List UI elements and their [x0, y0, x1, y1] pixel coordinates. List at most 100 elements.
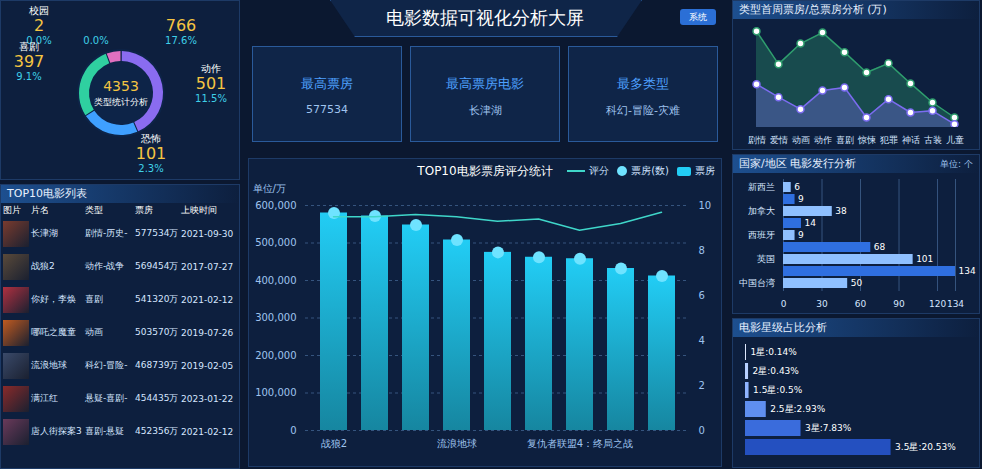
html-text:恐怖: 恐怖: [141, 133, 161, 144]
html-text:468739万 2019-02-05: 468739万 2019-02-05: [135, 360, 234, 371]
svg-text:战狼2: 战狼2: [321, 438, 347, 449]
html-text:上映时间: 上映时间: [181, 204, 217, 215]
svg-text:400,000: 400,000: [255, 275, 296, 286]
html-text:国家/地区 电影发行分析: 国家/地区 电影发行分析: [739, 157, 857, 170]
svg-text:134: 134: [959, 266, 976, 276]
html-text:101: 101: [135, 144, 167, 163]
svg-text:200,000: 200,000: [255, 350, 296, 361]
svg-text:2星:0.43%: 2星:0.43%: [753, 366, 800, 376]
svg-text:古装: 古装: [924, 135, 942, 145]
svg-text:300,000: 300,000: [255, 312, 296, 323]
html-text:501: 501: [195, 74, 227, 93]
html-text:TOP10电影列表: TOP10电影列表: [7, 187, 87, 200]
html-text:长津湖: 长津湖: [31, 228, 58, 238]
svg-text:1.5星:0.5%: 1.5星:0.5%: [753, 385, 803, 395]
svg-text:8: 8: [699, 245, 705, 256]
svg-text:6: 6: [699, 290, 705, 301]
svg-text:犯罪: 犯罪: [880, 135, 898, 145]
html-text:397: 397: [13, 52, 45, 71]
html-text:科幻-冒险-灾难: 科幻-冒险-灾难: [606, 104, 680, 117]
html-text:577534: 577534: [306, 103, 348, 116]
html-text:0.0%: 0.0%: [26, 35, 52, 46]
svg-text:120: 120: [929, 299, 946, 309]
html-text:541320万 2021-02-12: 541320万 2021-02-12: [135, 294, 234, 305]
svg-text:类型统计分析: 类型统计分析: [94, 97, 148, 107]
html-text:票房: 票房: [135, 204, 153, 215]
html-text:最高票房: 最高票房: [301, 76, 353, 91]
svg-text:50: 50: [851, 278, 863, 288]
svg-text:动作: 动作: [814, 135, 832, 145]
svg-text:3.5星:20.53%: 3.5星:20.53%: [895, 442, 956, 452]
html-text:TOP10电影票房评分统计: TOP10电影票房评分统计: [417, 164, 553, 178]
svg-text:1星:0.14%: 1星:0.14%: [750, 347, 797, 357]
svg-text:500,000: 500,000: [255, 237, 296, 248]
svg-text:4353: 4353: [103, 78, 139, 94]
html-text:图片: 图片: [3, 204, 21, 215]
svg-text:新西兰: 新西兰: [748, 182, 775, 192]
html-text:校园: 校园: [29, 5, 49, 16]
svg-text:复仇者联盟4：终局之战: 复仇者联盟4：终局之战: [527, 438, 633, 449]
svg-text:101: 101: [916, 254, 933, 264]
svg-text:剧情: 剧情: [748, 135, 766, 145]
svg-text:10: 10: [699, 200, 712, 211]
svg-text:0: 0: [290, 425, 296, 436]
html-text:喜剧: 喜剧: [19, 41, 39, 52]
html-text:长津湖: 长津湖: [468, 104, 502, 117]
svg-text:134: 134: [947, 299, 964, 309]
svg-text:神话: 神话: [902, 135, 920, 145]
svg-text:90: 90: [893, 299, 905, 309]
svg-text:38: 38: [835, 206, 847, 216]
html-text:类型首周票房/总票房分析 (万): 类型首周票房/总票房分析 (万): [739, 3, 887, 16]
svg-text:2: 2: [699, 380, 705, 391]
svg-text:14: 14: [804, 218, 816, 228]
html-text:9.1%: 9.1%: [16, 71, 42, 82]
html-text:类型: 类型: [85, 204, 103, 215]
html-text:最高票房电影: 最高票房电影: [446, 76, 524, 91]
html-text:片名: 片名: [31, 204, 49, 215]
html-text:454435万 2023-01-22: 454435万 2023-01-22: [135, 393, 234, 404]
svg-text:加拿大: 加拿大: [748, 206, 775, 216]
html-text:票房(数): 票房(数): [631, 165, 669, 176]
svg-text:儿童: 儿童: [946, 135, 964, 145]
svg-text:4: 4: [699, 335, 705, 346]
html-text:17.6%: 17.6%: [165, 35, 197, 46]
html-text:2: 2: [33, 16, 45, 35]
html-text:2.3%: 2.3%: [138, 163, 164, 174]
html-text:票房: 票房: [695, 165, 715, 176]
svg-text:3星:7.83%: 3星:7.83%: [805, 423, 852, 433]
html-text:最多类型: 最多类型: [617, 76, 669, 91]
html-text:电影星级占比分析: 电影星级占比分析: [739, 321, 827, 334]
html-text:577534万 2021-09-30: 577534万 2021-09-30: [135, 228, 234, 239]
svg-text:9: 9: [798, 230, 804, 240]
svg-text:西班牙: 西班牙: [748, 230, 775, 240]
html-text:503570万 2019-07-26: 503570万 2019-07-26: [135, 327, 234, 338]
svg-text:100,000: 100,000: [255, 387, 296, 398]
svg-text:惊悚: 惊悚: [857, 135, 876, 145]
svg-text:0: 0: [781, 299, 787, 309]
html-text:569454万 2017-07-27: 569454万 2017-07-27: [135, 261, 234, 272]
html-text:0.0%: 0.0%: [83, 35, 109, 46]
html-text:452356万 2021-02-12: 452356万 2021-02-12: [135, 426, 234, 437]
svg-text:68: 68: [874, 242, 886, 252]
html-text:评分: 评分: [589, 165, 610, 176]
html-text:战狼2: 战狼2: [31, 261, 55, 271]
html-text:剧情-历史-: 剧情-历史-: [85, 228, 128, 238]
svg-text:动画: 动画: [792, 135, 810, 145]
html-text:766: 766: [165, 16, 197, 35]
svg-text:60: 60: [855, 299, 867, 309]
svg-text:6: 6: [794, 182, 800, 192]
svg-text:爱情: 爱情: [770, 135, 788, 145]
html-text:11.5%: 11.5%: [195, 93, 227, 104]
svg-text:2.5星:2.93%: 2.5星:2.93%: [770, 404, 825, 414]
svg-text:中国台湾: 中国台湾: [739, 278, 775, 288]
html-text:电影数据可视化分析大屏: 电影数据可视化分析大屏: [386, 7, 584, 28]
svg-text:英国: 英国: [757, 254, 775, 264]
svg-text:30: 30: [816, 299, 828, 309]
svg-text:0: 0: [699, 425, 705, 436]
svg-text:9: 9: [798, 194, 804, 204]
html-text:动作: 动作: [201, 63, 221, 74]
svg-text:600,000: 600,000: [255, 200, 296, 211]
svg-text:喜剧: 喜剧: [836, 135, 854, 145]
svg-text:单位/万: 单位/万: [253, 183, 286, 194]
svg-text:流浪地球: 流浪地球: [437, 438, 477, 449]
